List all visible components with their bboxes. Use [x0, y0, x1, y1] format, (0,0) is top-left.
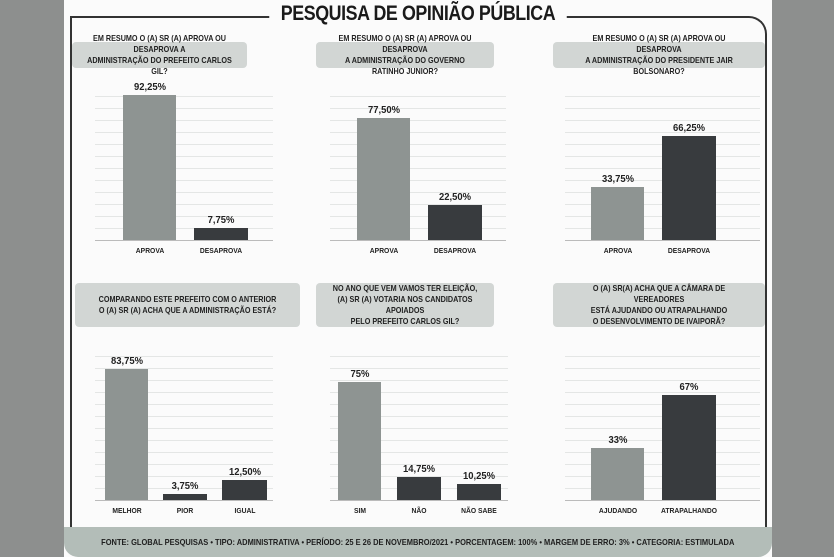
- bar-não-sabe: [457, 483, 501, 500]
- category-label: APROVA: [369, 246, 398, 255]
- category-label: MELHOR: [111, 506, 142, 515]
- category-label: APROVA: [603, 246, 632, 255]
- category-label: DESAPROVA: [199, 246, 243, 255]
- data-label: 75%: [350, 368, 369, 381]
- category-label: APROVA: [135, 246, 164, 255]
- page-title: PESQUISA DE OPINIÃO PÚBLICA: [117, 2, 719, 26]
- infographic: PESQUISA DE OPINIÃO PÚBLICA EM RESUMO O …: [64, 0, 772, 557]
- bar-sim: [338, 382, 381, 500]
- data-label: 33%: [608, 434, 627, 447]
- data-label: 92,25%: [133, 81, 166, 94]
- data-label: 22,50%: [438, 190, 472, 203]
- data-label: 67%: [679, 380, 699, 393]
- data-label: 14,75%: [402, 462, 436, 475]
- category-label: AJUDANDO: [598, 506, 637, 515]
- data-label: 12,50%: [228, 466, 261, 479]
- bar-aprova: [591, 187, 644, 240]
- footer: FONTE: GLOBAL PESQUISAS • TIPO: ADMINIST…: [64, 527, 772, 557]
- question-text: EM RESUMO O (A) SR (A) APROVA OU DESAPRO…: [338, 33, 472, 76]
- footer-text: FONTE: GLOBAL PESQUISAS • TIPO: ADMINIST…: [101, 537, 735, 547]
- chart-question: NO ANO QUE VEM VAMOS TER ELEIÇÃO, (A) SR…: [316, 283, 494, 327]
- chart-question: O (A) SR(A) ACHA QUE A CÂMARA DE VEREADO…: [553, 283, 765, 327]
- question-text: COMPARANDO ESTE PREFEITO COM O ANTERIOR …: [98, 294, 277, 315]
- data-label: 7,75%: [207, 213, 235, 226]
- chart-question: EM RESUMO O (A) SR (A) APROVA OU DESAPRO…: [72, 33, 247, 76]
- category-label: SIM: [353, 506, 366, 515]
- bar-melhor: [105, 368, 148, 500]
- data-label: 77,50%: [367, 104, 400, 117]
- data-label: 66,25%: [672, 121, 706, 134]
- category-label: IGUAL: [233, 506, 256, 515]
- bar-atrapalhando: [662, 394, 716, 500]
- bar-desaprova: [428, 204, 482, 240]
- category-label: ATRAPALHANDO: [661, 506, 717, 515]
- bar-aprova: [123, 95, 176, 240]
- chart-question: EM RESUMO O (A) SR (A) APROVA OU DESAPRO…: [316, 33, 494, 76]
- question-text: NO ANO QUE VEM VAMOS TER ELEIÇÃO, (A) SR…: [332, 283, 478, 326]
- category-label: DESAPROVA: [667, 246, 711, 255]
- bar-igual: [222, 480, 267, 500]
- data-label: 10,25%: [462, 469, 496, 482]
- bar-não: [397, 476, 441, 500]
- data-label: 33,75%: [601, 173, 634, 185]
- category-label: PIOR: [176, 506, 194, 515]
- chart-question: COMPARANDO ESTE PREFEITO COM O ANTERIOR …: [75, 283, 300, 327]
- bar-desaprova: [194, 227, 248, 240]
- chart-question: EM RESUMO O (A) SR (A) APROVA OU DESAPRO…: [553, 33, 765, 76]
- bar-aprova: [357, 118, 410, 240]
- bar-ajudando: [591, 448, 644, 500]
- category-label: DESAPROVA: [433, 246, 477, 255]
- data-label: 3,75%: [171, 480, 199, 493]
- question-text: EM RESUMO O (A) SR (A) APROVA OU DESAPRO…: [585, 33, 733, 76]
- question-text: O (A) SR(A) ACHA QUE A CÂMARA DE VEREADO…: [590, 283, 728, 326]
- category-label: NÃO SABE: [461, 506, 497, 515]
- title-text: PESQUISA DE OPINIÃO PÚBLICA: [268, 2, 568, 25]
- bar-pior: [163, 494, 207, 500]
- bar-desaprova: [662, 135, 716, 240]
- category-label: NÃO: [411, 506, 427, 515]
- question-text: EM RESUMO O (A) SR (A) APROVA OU DESAPRO…: [87, 33, 232, 76]
- data-label: 83,75%: [110, 354, 143, 367]
